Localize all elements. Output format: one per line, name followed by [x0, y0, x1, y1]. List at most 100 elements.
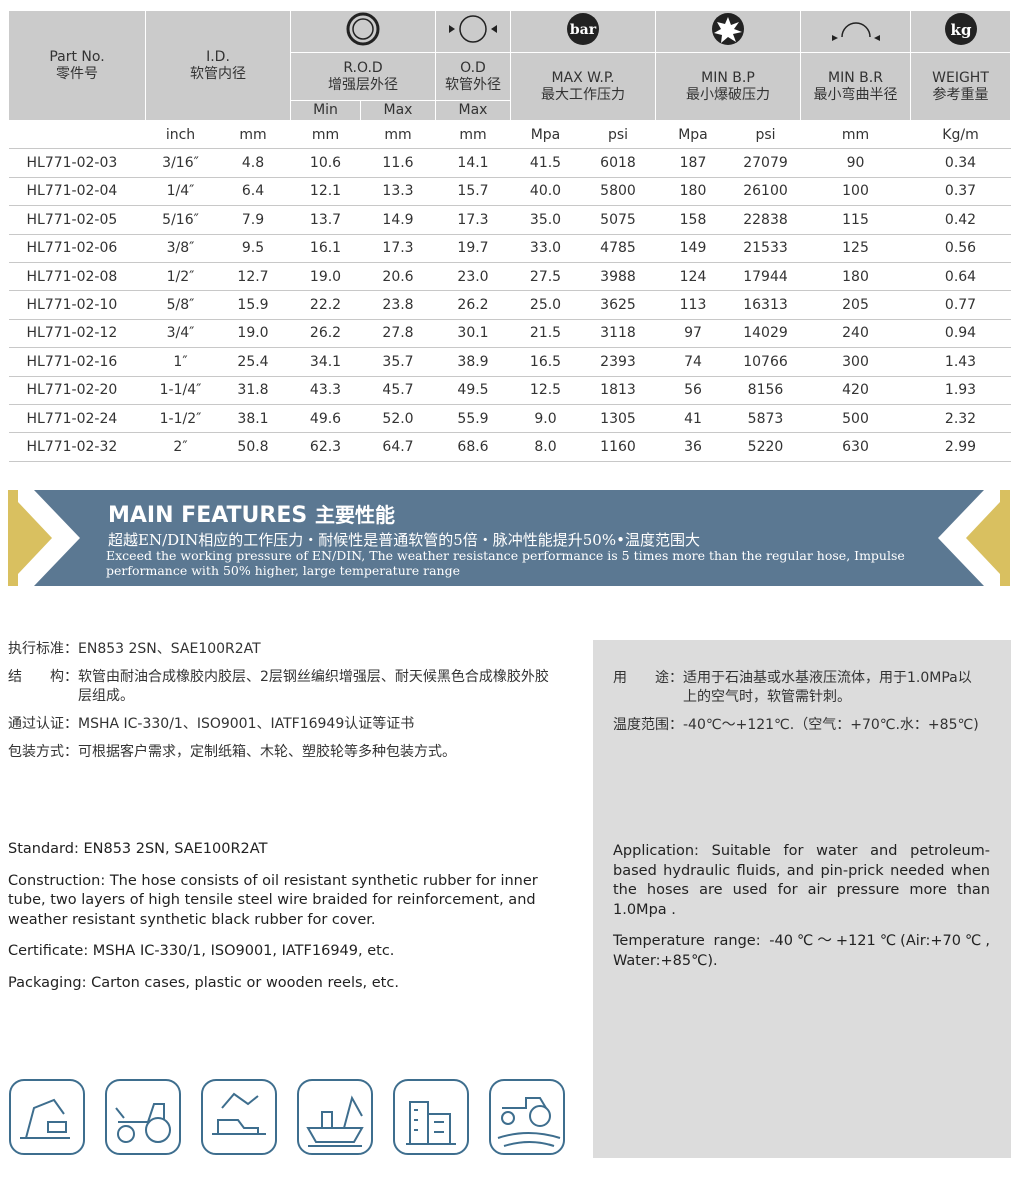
- data-cell: 3625: [580, 290, 656, 320]
- spec-label: 执行标准：: [8, 641, 78, 657]
- header-cell: R.O.D 增强层外径: [290, 52, 436, 101]
- unit-cell: inch: [145, 120, 216, 150]
- data-cell: 5873: [730, 404, 801, 434]
- data-cell: 630: [800, 432, 911, 462]
- spec-line: Temperature range: -40℃～+121℃(Air:+70℃, …: [613, 933, 990, 969]
- data-cell: 74: [655, 347, 731, 377]
- data-cell: 5/8″: [145, 290, 216, 320]
- data-cell: 149: [655, 234, 731, 263]
- data-cell: 100: [800, 177, 911, 207]
- spec-row: 通过认证： MSHA IC-330/1、ISO9001、IATF16949认证等证…: [8, 715, 553, 734]
- data-cell: 1813: [580, 376, 656, 405]
- header-cn: 零件号: [56, 65, 98, 82]
- od-icon: [449, 15, 497, 43]
- data-cell: 20.6: [360, 262, 436, 292]
- data-cell: 38.9: [435, 347, 511, 377]
- part-number: HL771-02-24: [8, 404, 146, 434]
- bar-icon: bar: [567, 13, 599, 45]
- spec-row: 温度范围： -40℃～+121℃.（空气：+70℃.水：+85℃): [613, 716, 983, 735]
- data-cell: 50.8: [215, 432, 291, 462]
- data-cell: 19.0: [215, 319, 291, 349]
- unit-cell: mm: [800, 120, 911, 150]
- unit-cell: Mpa: [510, 120, 581, 150]
- data-cell: 6018: [580, 148, 656, 178]
- data-cell: 17.3: [435, 205, 511, 235]
- data-cell: 11.6: [360, 148, 436, 178]
- data-cell: 90: [800, 148, 911, 178]
- data-cell: 9.0: [510, 404, 581, 434]
- data-cell: 17.3: [360, 234, 436, 263]
- data-cell: 205: [800, 290, 911, 320]
- data-row: HL771-02-12 3/4″ 19.0 26.2 27.8 30.1 21.5 3118 9…: [8, 319, 1011, 349]
- banner-line-en: Exceed the working pressure of EN/DIN, T…: [106, 548, 905, 578]
- banner-title-cn: 主要性能: [315, 503, 395, 527]
- header-en: MIN B.R: [828, 69, 883, 86]
- kg-icon: kg: [944, 13, 977, 45]
- spec-label: 温度范围：: [613, 717, 683, 733]
- data-cell: 8.0: [510, 432, 581, 462]
- data-cell: 64.7: [360, 432, 436, 462]
- data-cell: 15.9: [215, 290, 291, 320]
- data-cell: 500: [800, 404, 911, 434]
- data-cell: 19.0: [290, 262, 361, 292]
- data-cell: 180: [655, 177, 731, 207]
- sub-header: Max: [435, 100, 511, 121]
- data-cell: 26.2: [290, 319, 361, 349]
- data-cell: 12.1: [290, 177, 361, 207]
- unit-cell: [8, 120, 146, 150]
- data-cell: 34.1: [290, 347, 361, 377]
- data-cell: 13.3: [360, 177, 436, 207]
- spec-line: Certificate: MSHA IC-330/1, ISO9001, IAT…: [8, 943, 395, 959]
- spec-label: 用 途：: [613, 670, 683, 686]
- data-cell: 1305: [580, 404, 656, 434]
- data-cell: 158: [655, 205, 731, 235]
- part-number: HL771-02-03: [8, 148, 146, 178]
- unit-cell: mm: [435, 120, 511, 150]
- data-cell: 35.7: [360, 347, 436, 377]
- unit-cell: mm: [360, 120, 436, 150]
- data-cell: 5800: [580, 177, 656, 207]
- icon-cell: [800, 10, 911, 53]
- data-cell: 33.0: [510, 234, 581, 263]
- unit-cell: mm: [215, 120, 291, 150]
- data-cell: 1.43: [910, 347, 1011, 377]
- data-cell: 25.4: [215, 347, 291, 377]
- data-row: HL771-02-32 2″ 50.8 62.3 64.7 68.6 8.0 1160 36 52…: [8, 432, 1011, 462]
- header-en: MIN B.P: [701, 69, 755, 86]
- table-head: Part No. 零件号 I.D. 软管内径 bar kg R.O.D 增强层外径 O…: [8, 10, 1011, 121]
- banner-title: MAIN FEATURES: [108, 503, 307, 528]
- data-cell: 52.0: [360, 404, 436, 434]
- data-cell: 30.1: [435, 319, 511, 349]
- data-cell: 420: [800, 376, 911, 405]
- panel-cn: 用 途： 适用于石油基或水基液压流体，用于1.0MPa以上的空气时，软管需针刺。温…: [613, 669, 983, 744]
- part-number: HL771-02-05: [8, 205, 146, 235]
- data-cell: 113: [655, 290, 731, 320]
- sub-header: Min: [290, 100, 361, 121]
- data-cell: 12.7: [215, 262, 291, 292]
- unit-row: inch mm mm mm mm Mpa psi Mpa psi mm Kg/m: [8, 120, 1011, 150]
- spec-line: Standard: EN853 2SN, SAE100R2AT: [8, 841, 268, 857]
- header-cell: MAX W.P. 最大工作压力: [510, 52, 656, 121]
- part-number: HL771-02-08: [8, 262, 146, 292]
- spec-label: 结 构：: [8, 669, 78, 685]
- data-cell: 19.7: [435, 234, 511, 263]
- bend-icon: [831, 22, 880, 41]
- data-cell: 17944: [730, 262, 801, 292]
- spec-table: Part No. 零件号 I.D. 软管内径 bar kg R.O.D 增强层外径 O…: [8, 10, 1011, 462]
- header-cn: 最小弯曲半径: [813, 86, 898, 103]
- data-cell: 1/4″: [145, 177, 216, 207]
- header-cell: I.D. 软管内径: [145, 10, 291, 121]
- spec-text: 可根据客户需求，定制纸箱、木轮、塑胶轮等多种包装方式。: [78, 744, 456, 760]
- data-cell: 6.4: [215, 177, 291, 207]
- header-en: Part No.: [49, 48, 105, 65]
- data-cell: 31.8: [215, 376, 291, 405]
- table-body: inch mm mm mm mm Mpa psi Mpa psi mm Kg/m HL771-02-0…: [8, 120, 1011, 462]
- data-cell: 41.5: [510, 148, 581, 178]
- data-cell: 25.0: [510, 290, 581, 320]
- data-cell: 55.9: [435, 404, 511, 434]
- data-cell: 1160: [580, 432, 656, 462]
- header-cell: MIN B.P 最小爆破压力: [655, 52, 801, 121]
- data-cell: 0.56: [910, 234, 1011, 263]
- data-cell: 16.1: [290, 234, 361, 263]
